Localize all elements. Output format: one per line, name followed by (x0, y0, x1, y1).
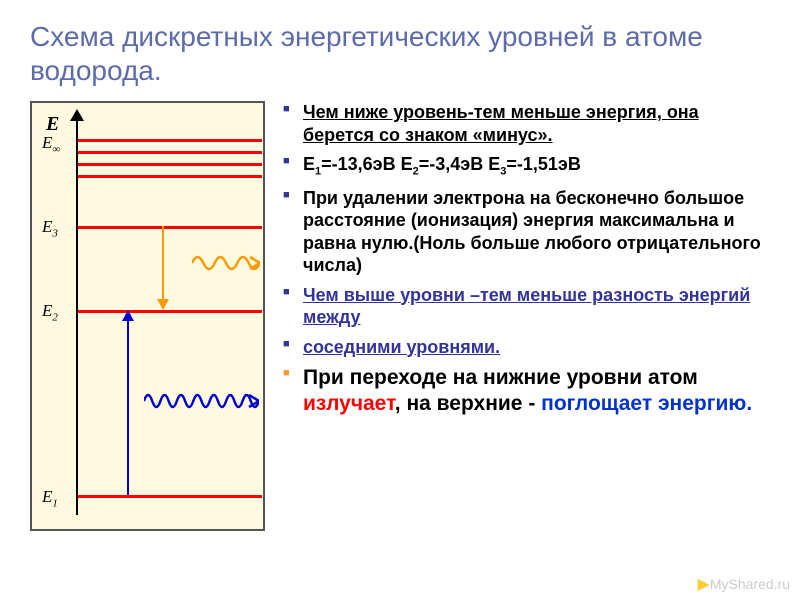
bullet-text: соседними уровнями. (303, 337, 500, 357)
photon-wave (144, 387, 259, 415)
bullet-text: Чем выше уровни –тем меньше разность эне… (303, 285, 750, 328)
bullet-text: Чем ниже уровень-тем меньше энергия, она… (303, 102, 699, 145)
energy-level-line (78, 175, 262, 178)
slide-title: Схема дискретных энергетических уровней … (30, 20, 770, 87)
bullet-item: Чем выше уровни –тем меньше разность эне… (283, 284, 770, 329)
bullet-item: При удалении электрона на бесконечно бол… (283, 187, 770, 277)
emission-arrow (162, 226, 164, 300)
bullet-text: Е1=-13,6эВ Е2=-3,4эВ Е3=-1,51эВ (303, 154, 581, 174)
emission-arrowhead (157, 299, 169, 310)
absorption-arrow (127, 320, 129, 495)
bullet-item: При переходе на нижние уровни атом излуч… (283, 365, 770, 418)
energy-level-label: E3 (42, 217, 58, 239)
bullet-item: Чем ниже уровень-тем меньше энергия, она… (283, 101, 770, 146)
watermark-suffix: Shared.ru (729, 576, 790, 592)
energy-level-diagram: E E∞E3E2E1 (30, 101, 265, 531)
bullet-item: соседними уровнями. (283, 336, 770, 359)
bullet-text: При удалении электрона на бесконечно бол… (303, 188, 761, 276)
energy-level-line (78, 151, 262, 154)
absorption-arrowhead (122, 310, 134, 321)
bullet-item: Е1=-13,6эВ Е2=-3,4эВ Е3=-1,51эВ (283, 153, 770, 179)
play-icon: ▶ (698, 576, 710, 593)
energy-level-line (78, 139, 262, 142)
photon-wave (192, 249, 260, 277)
watermark: ▶MyShared.ru (698, 574, 790, 594)
energy-level-line (78, 163, 262, 166)
bullet-list: Чем ниже уровень-тем меньше энергия, она… (283, 101, 770, 531)
energy-level-line (78, 495, 262, 498)
energy-level-label: E∞ (42, 133, 60, 155)
energy-level-label: E2 (42, 301, 58, 323)
energy-level-line (78, 310, 262, 313)
bullet-text: При переходе на нижние уровни атом излуч… (303, 366, 752, 415)
energy-level-line (78, 226, 262, 229)
content-row: E E∞E3E2E1 Чем ниже уровень-тем меньше э… (30, 101, 770, 531)
energy-level-label: E1 (42, 487, 58, 509)
watermark-prefix: My (710, 576, 729, 592)
